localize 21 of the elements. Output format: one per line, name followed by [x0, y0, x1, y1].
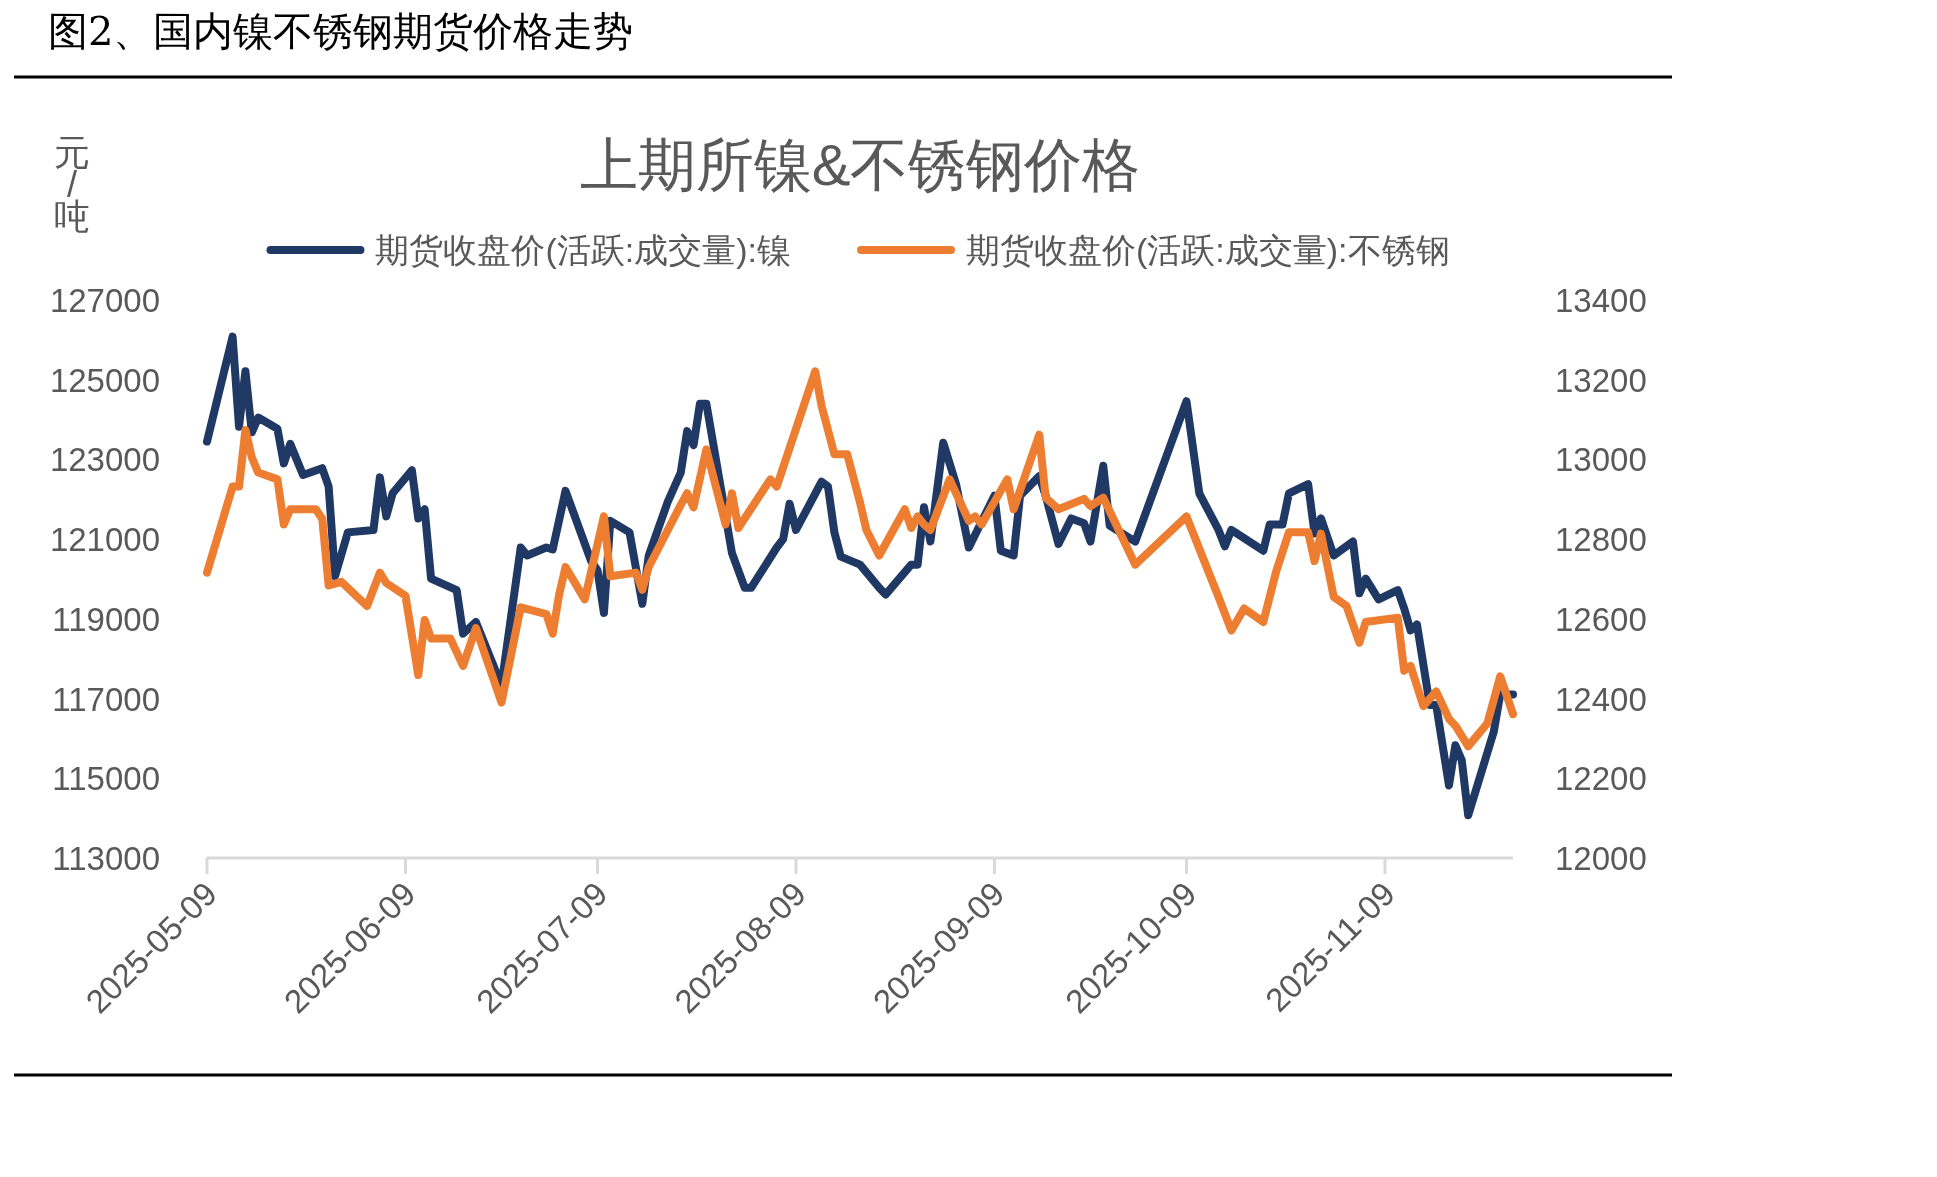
- y-tick-label: 117000: [52, 680, 160, 718]
- chart-title: 图2、国内镍不锈钢期货价格走势: [48, 8, 634, 54]
- legend-label: 期货收盘价(活跃:成交量):镍: [375, 231, 791, 269]
- y2-tick-label: 13000: [1555, 441, 1647, 479]
- y2-tick-label: 12800: [1555, 521, 1647, 559]
- y-tick-label: 115000: [52, 760, 160, 798]
- y-tick-label: 127000: [49, 282, 160, 319]
- y-tick-label: 125000: [49, 361, 160, 399]
- chart-subtitle: 上期所镍&不锈钢价格: [579, 132, 1141, 197]
- y2-tick-label: 12600: [1555, 600, 1647, 638]
- y2-tick-label: 13200: [1555, 361, 1647, 399]
- y-tick-label: 123000: [49, 441, 160, 479]
- y-tick-label: 119000: [52, 600, 160, 638]
- y-tick-label: 113000: [52, 840, 160, 877]
- y2-tick-label: 12000: [1555, 840, 1647, 877]
- y-tick-label: 121000: [49, 521, 160, 559]
- y-axis-title: 元/吨: [54, 132, 90, 237]
- y2-tick-label: 12400: [1555, 680, 1647, 718]
- y2-tick-label: 13400: [1555, 282, 1647, 319]
- y2-tick-label: 12200: [1555, 760, 1647, 798]
- legend-label: 期货收盘价(活跃:成交量):不锈钢: [966, 231, 1450, 269]
